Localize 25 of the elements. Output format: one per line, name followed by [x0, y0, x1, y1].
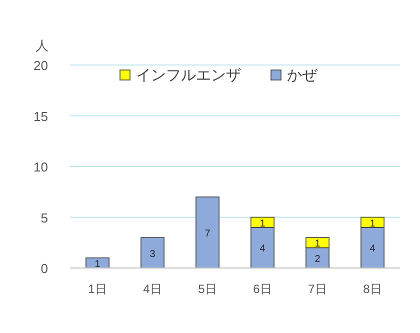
- x-tick-label: 7日: [308, 282, 327, 296]
- y-tick-label: 20: [34, 58, 48, 73]
- y-tick-label: 15: [34, 108, 48, 124]
- data-label: 1: [260, 218, 266, 230]
- legend-label: インフルエンザ: [136, 67, 241, 84]
- x-tick-label: 4日: [143, 282, 162, 296]
- data-label: 2: [314, 254, 321, 265]
- data-label: 3: [150, 248, 156, 260]
- y-tick-label: 5: [40, 210, 48, 226]
- y-axis-title: 人: [36, 38, 48, 53]
- x-tick-label: 1日: [88, 282, 107, 296]
- y-tick-label: 10: [34, 160, 48, 174]
- bar: [140, 237, 164, 268]
- data-label: 4: [260, 244, 266, 255]
- data-label: 7: [204, 228, 211, 240]
- y-tick-label: 0: [40, 261, 48, 276]
- x-tick-label: 5日: [198, 282, 217, 296]
- bar: [196, 196, 220, 268]
- legend-label: かぜ: [287, 67, 318, 84]
- x-tick-label: 8日: [363, 282, 382, 296]
- data-label: 1: [94, 258, 101, 270]
- data-label: 4: [370, 244, 376, 255]
- data-label: 1: [314, 238, 321, 250]
- x-tick-label: 6日: [253, 282, 272, 296]
- data-label: 1: [370, 218, 376, 230]
